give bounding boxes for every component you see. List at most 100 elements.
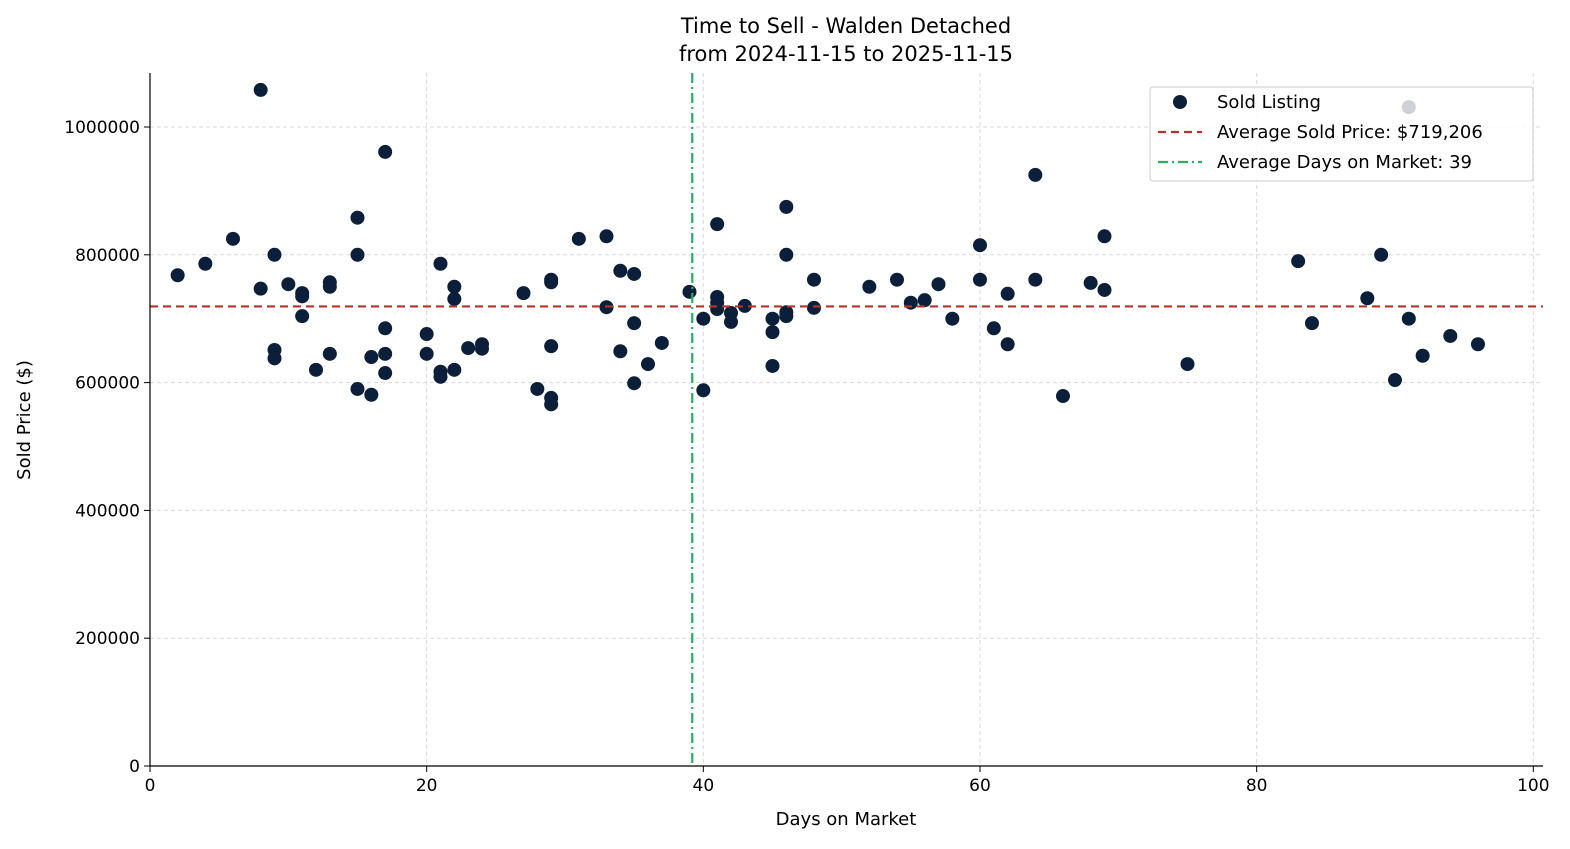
- data-point: [544, 275, 559, 290]
- data-point: [1291, 254, 1306, 269]
- data-point: [696, 383, 711, 398]
- x-tick-label: 100: [1517, 776, 1549, 796]
- data-point: [267, 351, 282, 366]
- data-point: [903, 295, 918, 310]
- data-point: [378, 346, 393, 361]
- data-point: [1304, 316, 1319, 331]
- data-point: [447, 279, 462, 294]
- data-point: [225, 231, 240, 246]
- data-point: [613, 263, 628, 278]
- data-point: [1443, 328, 1458, 343]
- data-point: [917, 293, 932, 308]
- data-point: [682, 284, 697, 299]
- data-point: [613, 344, 628, 359]
- legend-label-sold: Sold Listing: [1217, 92, 1321, 113]
- data-point: [350, 210, 365, 225]
- data-point: [627, 376, 642, 391]
- y-axis-label: Sold Price ($): [14, 360, 35, 480]
- data-point: [1028, 167, 1043, 182]
- data-point: [1028, 272, 1043, 287]
- data-point: [474, 341, 489, 356]
- data-point: [1097, 229, 1112, 244]
- x-tick-label: 40: [693, 776, 715, 796]
- data-point: [710, 302, 725, 317]
- y-tick-label: 1000000: [64, 118, 140, 138]
- data-point: [779, 247, 794, 262]
- data-point: [1470, 337, 1485, 352]
- data-point: [931, 277, 946, 292]
- data-point: [281, 277, 296, 292]
- data-point: [1055, 389, 1070, 404]
- data-point: [571, 231, 586, 246]
- data-point: [198, 256, 213, 271]
- data-point: [654, 335, 669, 350]
- data-point: [364, 387, 379, 402]
- legend-label-avg-price: Average Sold Price: $719,206: [1217, 122, 1483, 143]
- data-point: [378, 366, 393, 381]
- data-point: [170, 268, 185, 283]
- x-tick-label: 80: [1246, 776, 1268, 796]
- data-point: [765, 325, 780, 340]
- y-tick-label: 0: [129, 757, 140, 777]
- data-point: [765, 311, 780, 326]
- y-tick-label: 600000: [75, 374, 140, 394]
- data-point: [308, 362, 323, 377]
- data-point: [253, 82, 268, 97]
- data-point: [350, 247, 365, 262]
- data-point: [1097, 282, 1112, 297]
- data-point: [1374, 247, 1389, 262]
- data-point: [640, 357, 655, 372]
- data-point: [1000, 337, 1015, 352]
- data-point: [806, 300, 821, 315]
- data-point: [627, 316, 642, 331]
- data-point: [889, 272, 904, 287]
- y-tick-label: 800000: [75, 246, 140, 266]
- data-point: [696, 311, 711, 326]
- data-point: [1415, 348, 1430, 363]
- legend-marker-sold: [1173, 95, 1187, 109]
- data-point: [378, 144, 393, 159]
- data-point: [862, 279, 877, 294]
- data-point: [1180, 357, 1195, 372]
- data-point: [447, 291, 462, 306]
- x-axis-label: Days on Market: [776, 809, 917, 830]
- data-point: [350, 381, 365, 396]
- data-point: [544, 397, 559, 412]
- legend-label-avg-days: Average Days on Market: 39: [1217, 152, 1472, 173]
- legend: Sold Listing Average Sold Price: $719,20…: [1149, 86, 1534, 182]
- y-tick-label: 400000: [75, 501, 140, 521]
- data-point: [516, 286, 531, 301]
- data-point: [544, 339, 559, 354]
- data-point: [433, 369, 448, 384]
- data-point: [322, 346, 337, 361]
- data-point: [779, 309, 794, 324]
- data-point: [253, 281, 268, 296]
- data-point: [419, 346, 434, 361]
- x-tick-label: 20: [416, 776, 438, 796]
- data-point: [1083, 275, 1098, 290]
- data-point: [461, 341, 476, 356]
- data-point: [295, 289, 310, 304]
- data-point: [627, 266, 642, 281]
- data-point: [765, 358, 780, 373]
- data-point: [599, 229, 614, 244]
- data-point: [295, 309, 310, 324]
- x-tick-label: 60: [969, 776, 991, 796]
- data-point: [1401, 311, 1416, 326]
- data-point: [737, 298, 752, 313]
- data-point: [378, 321, 393, 336]
- data-point: [1360, 291, 1375, 306]
- y-tick-label: 200000: [75, 629, 140, 649]
- data-point: [779, 199, 794, 214]
- data-point: [710, 217, 725, 232]
- data-point: [986, 321, 1001, 336]
- chart-subtitle: from 2024-11-15 to 2025-11-15: [679, 42, 1013, 66]
- x-tick-label: 0: [145, 776, 156, 796]
- data-point: [447, 362, 462, 377]
- data-point: [723, 314, 738, 329]
- data-point: [433, 256, 448, 271]
- data-point: [419, 327, 434, 342]
- data-point: [364, 350, 379, 365]
- data-point: [972, 238, 987, 253]
